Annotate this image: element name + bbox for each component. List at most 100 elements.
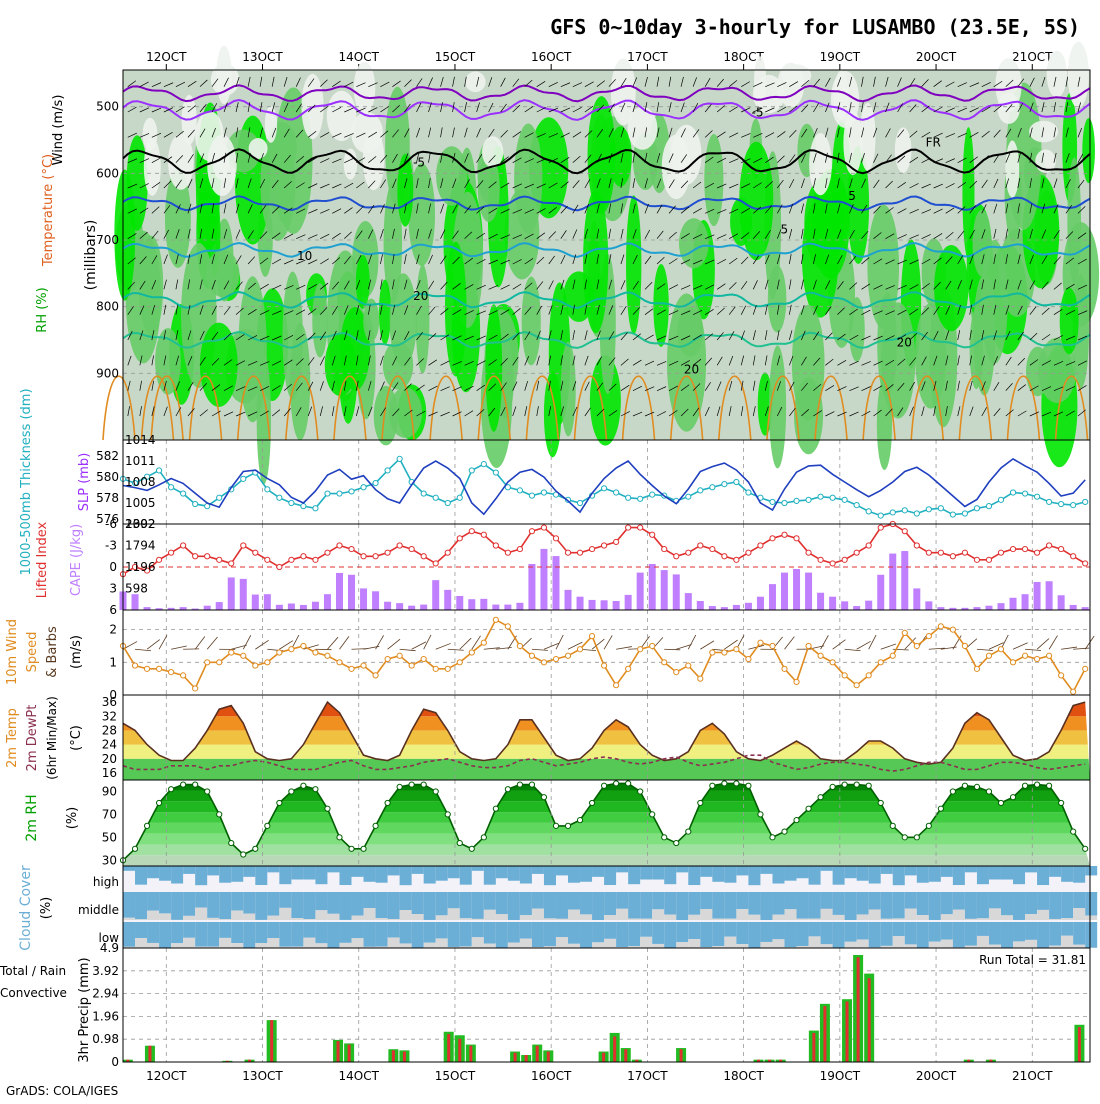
cloud-gap [1025, 940, 1037, 948]
minmax-label: (6hr Min/Max) [45, 696, 59, 780]
cape-bar [697, 601, 704, 610]
lifted-index-line-point [481, 532, 486, 537]
cloud-gap [893, 918, 905, 920]
wind-speed-line-point [662, 660, 667, 665]
thickness-tick-label: 582 [96, 449, 119, 463]
rh-dry-blob [482, 136, 503, 167]
wind-speed-line-point [650, 643, 655, 648]
thickness-line-point [890, 510, 895, 515]
thickness-line-point [325, 491, 330, 496]
cloud-gap [616, 909, 628, 920]
cloud-bar [291, 922, 303, 947]
cape-bar [1022, 594, 1029, 610]
cloud-bar [544, 892, 556, 918]
surface-wind-barb [436, 643, 451, 649]
wind-speed-line-point [301, 643, 306, 648]
cloud-bar [580, 922, 592, 948]
cloud-gap [472, 919, 484, 920]
cloud-bar [953, 892, 965, 910]
lifted-index-line-point [770, 536, 775, 541]
cloud-bar [724, 892, 736, 919]
cloud-gap [376, 918, 388, 920]
cloud-gap [652, 944, 664, 948]
surface-wind-barb [664, 649, 680, 650]
cloud-bar [496, 892, 508, 914]
rh-line-point [361, 846, 366, 851]
bottom-tick-label: 15OCT [435, 1069, 476, 1083]
wind-main-label: 10m Wind [5, 619, 20, 685]
rh-line-point [806, 806, 811, 811]
cloud-bar [965, 866, 977, 872]
cape-bar [985, 606, 992, 610]
cloud-bar [255, 892, 267, 920]
cloud-axis-label: Cloud Cover [18, 865, 34, 951]
cloud-bar [364, 892, 376, 908]
rh-line-point [1010, 795, 1015, 800]
cloud-bar [508, 892, 520, 920]
cloud-bar [736, 922, 748, 944]
rh-line-point [385, 800, 390, 805]
rh-line-point [169, 787, 174, 792]
wind-speed-line-point [854, 683, 859, 688]
lifted-index-line-point [734, 557, 739, 562]
wind-speed-line-point [217, 660, 222, 665]
wind-speed-line-point [397, 653, 402, 658]
cloud-gap [243, 914, 255, 920]
dewpoint-label: 2m DewPt [25, 705, 40, 772]
cloud-gap [965, 919, 977, 920]
rh-line-point [144, 823, 149, 828]
cloud-bar [339, 866, 351, 885]
cloud-gap [556, 919, 568, 920]
temp-tick-label: 20 [102, 752, 117, 766]
rh-line-point [156, 800, 161, 805]
lifted-index-line-point [265, 557, 270, 562]
temp-tick-label: 16 [102, 766, 117, 780]
surface-wind-barb [460, 638, 471, 649]
cloud-bar [833, 922, 845, 948]
cloud-bar [171, 892, 183, 920]
wind-speed-line-point [493, 617, 498, 622]
thickness-line-point [493, 470, 498, 475]
cape-bar [853, 606, 860, 610]
cloud-gap [460, 918, 472, 920]
cloud-bar [135, 922, 147, 938]
bottom-tick-label: 12OCT [146, 1069, 187, 1083]
rh-line-point [1022, 783, 1027, 788]
cloud-gap [255, 943, 267, 948]
lifted-index-line-point [253, 550, 258, 555]
cloud-bar [881, 892, 893, 919]
lifted-index-line-point [782, 532, 787, 537]
cloud-bar [1001, 922, 1013, 948]
cloud-bar [291, 866, 303, 880]
top-tick-label: 21OCT [1012, 50, 1053, 64]
cloud-bar [460, 866, 472, 885]
cloud-gap [1049, 919, 1061, 920]
cloud-gap [953, 910, 965, 920]
thickness-line-point [806, 497, 811, 502]
cloud-bar [339, 892, 351, 920]
cloud-gap [1061, 936, 1073, 948]
wind-speed-line-point [998, 647, 1003, 652]
precip-conv-bar [1078, 1027, 1081, 1062]
cloud-gap [809, 936, 821, 948]
lifted-index-line-point [746, 550, 751, 555]
cape-bar [492, 605, 499, 610]
rh-dry-blob [782, 64, 812, 86]
temperature-axis-label: Temperature (°C) [41, 154, 56, 267]
cloud-gap [147, 911, 159, 920]
contour-label: 20 [413, 289, 428, 303]
wind-speed-line-point [890, 653, 895, 658]
cloud-gap [412, 914, 424, 920]
precip-conv-bar [337, 1041, 340, 1062]
cloud-bar [532, 922, 544, 947]
cloud-bar [219, 922, 231, 938]
surface-wind-barb [1073, 648, 1089, 649]
cloud-bar [123, 892, 135, 918]
wind-speed-line-point [698, 676, 703, 681]
cloud-gap [845, 942, 857, 948]
rh-line-point [193, 782, 198, 787]
cloud-gap [797, 919, 809, 920]
top-tick-label: 12OCT [146, 50, 187, 64]
cloud-bar [327, 866, 339, 872]
lifted-index-line-point [638, 525, 643, 530]
